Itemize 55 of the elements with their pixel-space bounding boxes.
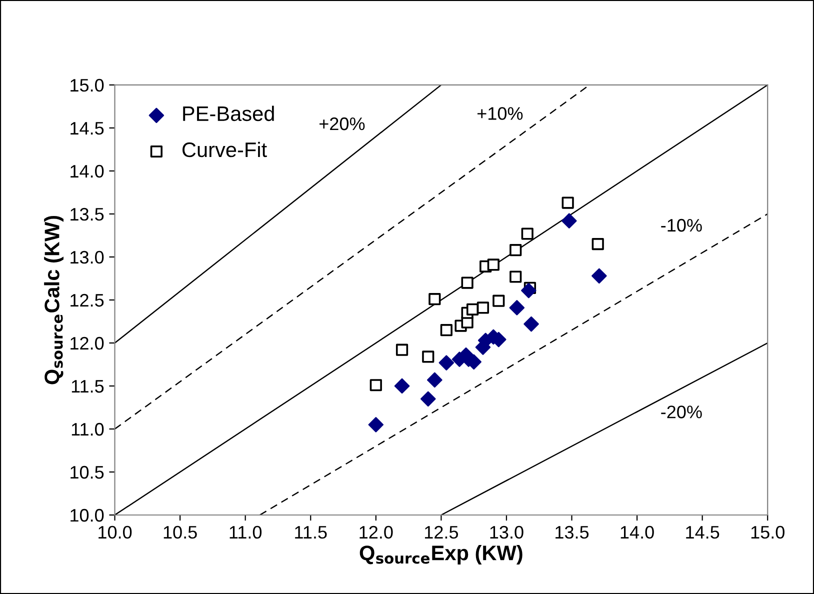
y-tick-label: 11.5: [72, 380, 104, 393]
point: [427, 372, 442, 388]
point: [521, 282, 536, 298]
y-tick-label: 14.0: [70, 164, 104, 178]
y-tick-label: 11.0: [72, 422, 104, 436]
y-tick-label: 12.0: [70, 336, 104, 350]
x-tick-label: 12.5: [424, 526, 458, 539]
point: [440, 324, 452, 336]
x-tick-label: 14.0: [620, 526, 654, 539]
point: [368, 417, 384, 432]
x-tick-label: 10.5: [164, 526, 197, 539]
x-tick-label: 11.5: [295, 526, 327, 539]
y-tick-label: 10.5: [70, 466, 104, 479]
point: [592, 238, 604, 250]
x-tick-label: 14.5: [686, 526, 720, 539]
y-tick-label: 10.0: [70, 508, 104, 522]
point: [592, 268, 607, 284]
legend-label: PE-Based: [183, 106, 274, 122]
annotation: -10%: [661, 218, 702, 232]
point: [487, 258, 500, 271]
point: [562, 196, 574, 209]
point: [509, 300, 525, 316]
y-tick-label: 14.5: [70, 122, 104, 135]
point: [420, 391, 436, 407]
x-axis-title: Q$_{source}$Exp (KW): [360, 545, 522, 564]
point: [524, 316, 539, 332]
annotation: +20%: [320, 117, 365, 130]
y-tick-label: 12.5: [70, 294, 104, 307]
x-tick-label: 13.5: [556, 526, 589, 539]
y-tick-label: 13.5: [70, 208, 104, 221]
point: [510, 244, 522, 256]
point: [438, 355, 454, 370]
point: [492, 294, 505, 307]
point: [510, 270, 522, 283]
x-tick-label: 10.0: [98, 526, 132, 539]
point: [422, 350, 434, 363]
y-tick-label: 13.0: [70, 250, 104, 264]
x-tick-label: 11.0: [230, 526, 262, 539]
y-axis-title: Q$_{source}$Calc (KW): [44, 216, 64, 384]
point: [466, 303, 479, 316]
point: [521, 228, 534, 240]
point: [394, 378, 410, 394]
point: [428, 293, 441, 306]
x-tick-label: 15.0: [751, 526, 784, 539]
x-tick-label: 12.0: [360, 526, 393, 539]
annotation: +10%: [477, 107, 523, 120]
point: [370, 379, 382, 392]
legend-label: Curve-Fit: [182, 142, 267, 158]
y-tick-label: 15.0: [70, 78, 104, 92]
x-tick-label: 13.0: [490, 526, 524, 539]
point: [461, 276, 474, 289]
point: [562, 213, 577, 228]
point: [396, 344, 408, 356]
point: [476, 302, 490, 314]
annotation: -20%: [661, 406, 702, 418]
